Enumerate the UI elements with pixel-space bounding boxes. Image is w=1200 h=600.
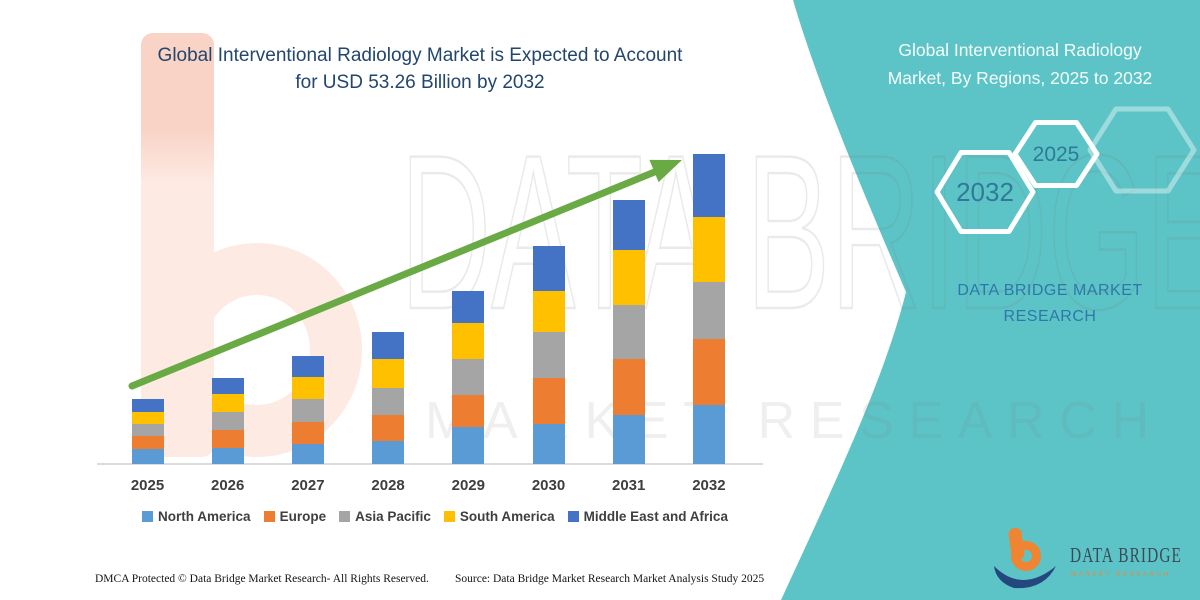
legend-swatch [567,511,579,522]
bar-segment-asia-pacific [692,282,725,339]
bar-segment-asia-pacific [372,387,405,416]
x-axis-label: 2026 [211,477,245,494]
bar-segment-asia-pacific [532,331,565,379]
legend: North America Europe Asia Pacific South Ame… [90,509,780,524]
data-bridge-logo: DATA BRIDGE MARKET RESEARCH [994,527,1182,589]
x-axis-label: 2030 [531,477,566,494]
bar-segment-middle-east-and-africa [692,154,725,217]
legend-swatch [339,511,351,522]
x-axis-label: 2032 [692,477,726,494]
legend-label: South America [459,509,555,524]
bar-segment-europe [131,436,164,450]
bar-segment-asia-pacific [211,412,244,431]
logo-brand-text: DATA BRIDGE [1070,543,1182,567]
bar-segment-europe [452,395,485,428]
bar-segment-asia-pacific [612,304,645,360]
x-axis-label: 2028 [371,477,405,494]
x-axis-label: 2031 [612,477,646,494]
bar-segment-middle-east-and-africa [612,199,645,251]
bar-segment-south-america [291,377,324,400]
bar-segment-north-america [211,447,244,464]
bar-segment-middle-east-and-africa [532,246,565,291]
x-axis-label: 2029 [451,477,485,494]
logo-sub-text: MARKET RESEARCH [1071,571,1171,578]
bar-segment-south-america [532,290,565,332]
bar-segment-middle-east-and-africa [131,399,164,412]
bar-segment-north-america [532,423,565,464]
bar-segment-asia-pacific [291,399,324,423]
x-axis-line [97,463,763,465]
bar-segment-south-america [692,216,725,283]
legend-label: Middle East and Africa [583,509,728,524]
dmca-text: DMCA Protected © Data Bridge Market Rese… [95,573,429,585]
bar-segment-europe [291,422,324,444]
legend-label: Asia Pacific [355,509,431,524]
bar-segment-south-america [131,411,164,424]
x-axis-label: 2027 [291,477,325,494]
bar-segment-south-america [372,359,405,388]
legend-item: South America [443,509,555,524]
logo-b-bowl [1011,541,1041,571]
bar-segment-europe [372,415,405,441]
bar-segment-north-america [291,443,324,464]
chart-title-line2: for USD 53.26 Billion by 2032 [295,72,545,93]
bar-segment-north-america [452,427,485,464]
bar-segment-middle-east-and-africa [372,332,405,360]
bar-segment-europe [612,359,645,415]
legend-item: Middle East and Africa [567,509,728,524]
bar-segment-asia-pacific [452,359,485,396]
bar-segment-north-america [372,440,405,464]
sidebar-title-line2: Market, By Regions, 2025 to 2032 [887,68,1153,88]
sidebar-brand-line2: RESEARCH [1003,308,1097,325]
legend-swatch [263,511,275,522]
sidebar-title: Global Interventional Radiology Market, … [840,36,1200,92]
logo-swoosh [994,566,1056,589]
bar-segment-europe [532,378,565,424]
bar-segment-south-america [452,322,485,360]
legend-swatch [142,511,154,522]
legend-item: Europe [263,509,327,524]
bar-segment-europe [692,338,725,405]
bar-segment-north-america [612,414,645,464]
x-axis-label: 2025 [130,477,165,494]
legend-swatch [443,511,455,522]
legend-label: Europe [279,509,327,524]
chart-title-line1: Global Interventional Radiology Market i… [157,45,683,66]
sidebar-title-line1: Global Interventional Radiology [898,40,1142,60]
legend-label: North America [158,509,251,524]
bar-segment-south-america [612,250,645,305]
bar-segment-middle-east-and-africa [452,290,485,323]
bar-segment-middle-east-and-africa [211,377,244,394]
bar-segment-north-america [692,404,725,464]
legend-item: Asia Pacific [339,509,431,524]
bar-segment-south-america [211,393,244,413]
sidebar-brand-text: DATA BRIDGE MARKET RESEARCH [880,278,1200,330]
bar-segment-middle-east-and-africa [291,356,324,378]
sidebar-brand-line1: DATA BRIDGE MARKET [957,282,1143,299]
bar-segment-north-america [131,449,164,464]
source-text: Source: Data Bridge Market Research Mark… [455,573,765,585]
bar-segment-europe [211,430,244,448]
chart-title: Global Interventional Radiology Market i… [115,42,725,96]
legend-item: North America [142,509,251,524]
bar-segment-asia-pacific [131,423,164,437]
